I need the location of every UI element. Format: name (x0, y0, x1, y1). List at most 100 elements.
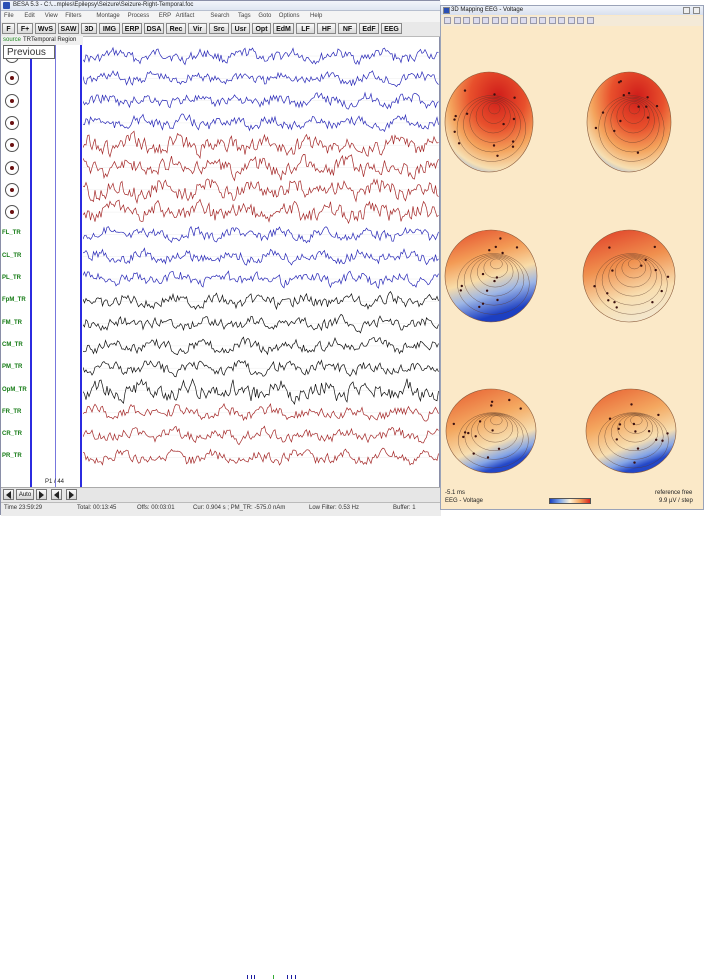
eeg-trace[interactable] (83, 178, 439, 205)
map-tool-icon[interactable] (482, 17, 489, 24)
auto-button[interactable]: Auto (16, 489, 34, 500)
source-dial-icon[interactable] (5, 115, 19, 130)
eeg-trace[interactable] (83, 225, 439, 244)
eeg-trace[interactable] (83, 70, 439, 88)
toolbar-opt-button[interactable]: Opt (252, 23, 271, 34)
toolbar-usr-button[interactable]: Usr (231, 23, 250, 34)
toolbar-rec-button[interactable]: Rec (166, 23, 186, 34)
menu-tags[interactable]: Tags (238, 13, 251, 19)
map-tool-icon[interactable] (558, 17, 565, 24)
toolbar-nf-button[interactable]: NF (338, 23, 357, 34)
eeg-trace[interactable] (83, 113, 439, 133)
eeg-trace[interactable] (83, 336, 439, 356)
menu-filters[interactable]: Filters (65, 13, 82, 19)
eeg-trace[interactable] (83, 447, 439, 466)
map-tool-icon[interactable] (463, 17, 470, 24)
menu-process[interactable]: Process (127, 13, 150, 19)
channel-label[interactable]: PL_TR (2, 275, 22, 281)
eeg-trace[interactable] (83, 359, 439, 378)
eeg-trace[interactable] (83, 91, 439, 110)
menu-options[interactable]: Options (278, 13, 300, 19)
menu-view[interactable]: View (44, 13, 58, 19)
menu-artifact[interactable]: Artifact (175, 13, 195, 19)
scroll-left-button[interactable] (3, 489, 14, 500)
channel-label[interactable]: PM_TR (2, 364, 23, 371)
head-maps[interactable] (441, 26, 703, 496)
channel-label[interactable]: CR_TR (2, 431, 23, 438)
toolbar-erp-button[interactable]: ERP (122, 23, 142, 34)
toolbar-fplus-button[interactable]: F+ (17, 23, 33, 34)
toolbar-hf-button[interactable]: HF (317, 23, 336, 34)
event-markers[interactable] (247, 975, 307, 979)
map-tool-icon[interactable] (444, 17, 451, 24)
eeg-traces[interactable] (83, 45, 439, 479)
head-map-left-front[interactable] (444, 71, 534, 173)
toolbar-edf-button[interactable]: EdF (359, 23, 379, 34)
next-page-button[interactable] (66, 489, 77, 500)
toolbar-saw-button[interactable]: SAW (58, 23, 79, 34)
toolbar-lf-button[interactable]: LF (296, 23, 315, 34)
map-tool-icon[interactable] (586, 17, 594, 24)
toolbar-eeg-button[interactable]: EEG (381, 23, 402, 34)
menu-goto[interactable]: Goto (258, 13, 272, 19)
channel-label[interactable]: PR_TR (2, 453, 22, 460)
selection-panel[interactable] (30, 45, 82, 487)
menu-montage[interactable]: Montage (96, 13, 120, 19)
map-tool-icon[interactable] (577, 17, 584, 24)
minimize-icon[interactable] (683, 7, 690, 14)
map-tool-icon[interactable] (491, 17, 499, 24)
menu-erp[interactable]: ERP (158, 13, 172, 19)
toolbar-src-button[interactable]: Src (209, 23, 229, 34)
eeg-trace[interactable] (83, 154, 439, 182)
toolbar-dsa-button[interactable]: DSA (144, 23, 164, 34)
source-dial-icon[interactable] (5, 205, 19, 220)
eeg-trace[interactable] (83, 291, 439, 311)
play-forward-button[interactable] (36, 489, 47, 500)
head-map-right-side[interactable] (582, 229, 676, 323)
source-dial-icon[interactable] (5, 71, 19, 86)
map-tool-icon[interactable] (501, 17, 508, 24)
map-tool-icon[interactable] (539, 17, 546, 24)
source-dial-icon[interactable] (5, 182, 19, 197)
menu-search[interactable]: Search (210, 13, 230, 19)
map-tool-icon[interactable] (567, 17, 575, 24)
channel-label[interactable]: OpM_TR (2, 386, 27, 393)
channel-label[interactable]: FL_TR (2, 230, 21, 237)
eeg-trace[interactable] (83, 378, 439, 406)
eeg-trace[interactable] (83, 313, 439, 334)
map-tool-icon[interactable] (520, 17, 527, 24)
close-icon[interactable] (693, 7, 700, 14)
map-tool-icon[interactable] (472, 17, 480, 24)
source-dial-icon[interactable] (5, 93, 19, 108)
eeg-trace[interactable] (83, 198, 439, 225)
head-map-right-bottom[interactable] (585, 388, 677, 474)
previous-page-button[interactable] (51, 489, 62, 500)
menu-file[interactable]: File (4, 13, 14, 19)
map-tool-icon[interactable] (510, 17, 518, 24)
eeg-trace[interactable] (83, 46, 439, 66)
source-dial-icon[interactable] (5, 138, 19, 153)
map-tool-icon[interactable] (548, 17, 556, 24)
channel-label[interactable]: FpM_TR (2, 297, 26, 304)
eeg-trace[interactable] (83, 425, 439, 446)
toolbar-edm-button[interactable]: EdM (273, 23, 294, 34)
toolbar-3d-button[interactable]: 3D (81, 23, 97, 34)
eeg-trace[interactable] (83, 270, 439, 289)
channel-label[interactable]: CM_TR (2, 341, 23, 348)
eeg-trace[interactable] (83, 402, 439, 422)
head-map-left-side[interactable] (444, 229, 538, 323)
toolbar-wvs-button[interactable]: WvS (35, 23, 56, 34)
head-map-left-bottom[interactable] (445, 388, 537, 474)
map-tool-icon[interactable] (529, 17, 537, 24)
map-tool-icon[interactable] (453, 17, 461, 24)
toolbar-img-button[interactable]: IMG (99, 23, 120, 34)
channel-label[interactable]: FM_TR (2, 319, 22, 326)
head-map-right-front[interactable] (586, 71, 672, 173)
eeg-trace[interactable] (83, 130, 439, 160)
toolbar-f-button[interactable]: F (2, 23, 15, 34)
region-label[interactable]: Temporal Region (31, 37, 77, 43)
toolbar-vir-button[interactable]: Vir (188, 23, 207, 34)
eeg-trace[interactable] (83, 247, 439, 266)
source-dial-icon[interactable] (5, 160, 19, 175)
menu-help[interactable]: Help (310, 13, 323, 19)
